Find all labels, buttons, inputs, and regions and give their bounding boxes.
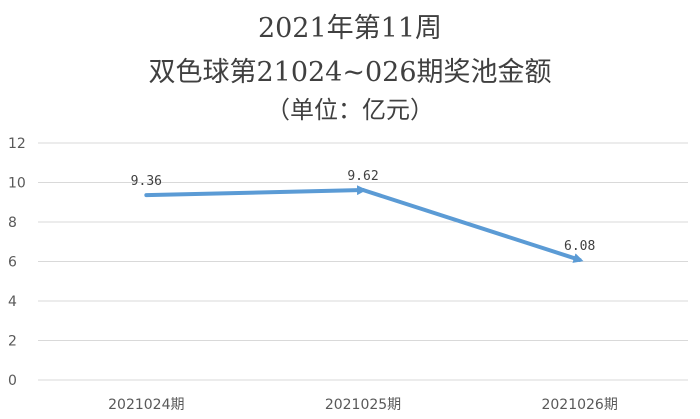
x-axis-ticks: 2021024期 2021025期 2021026期 (108, 397, 618, 413)
y-tick-label: 2 (8, 334, 17, 350)
data-label: 6.08 (564, 239, 595, 254)
chart-unit-label: （单位：亿元） (266, 96, 434, 124)
y-tick-label: 4 (8, 294, 17, 310)
data-labels: 9.36 9.62 6.08 (131, 169, 596, 254)
x-tick-label: 2021026期 (541, 397, 617, 413)
data-label: 9.62 (347, 169, 378, 184)
x-tick-label: 2021024期 (108, 397, 184, 413)
y-tick-label: 8 (8, 215, 17, 231)
series-segment (144, 185, 367, 198)
y-tick-label: 0 (8, 373, 17, 389)
series-segment (361, 188, 584, 263)
y-axis-ticks: 0 2 4 6 8 10 12 (8, 136, 26, 389)
data-label: 9.36 (131, 174, 162, 189)
y-tick-label: 12 (8, 136, 26, 152)
y-tick-label: 10 (8, 176, 26, 192)
series-line (144, 185, 584, 263)
y-tick-label: 6 (8, 255, 17, 271)
x-tick-label: 2021025期 (325, 397, 401, 413)
chart-title: 2021年第11周 (257, 13, 443, 44)
chart-subtitle: 双色球第21024~026期奖池金额 (148, 57, 552, 88)
